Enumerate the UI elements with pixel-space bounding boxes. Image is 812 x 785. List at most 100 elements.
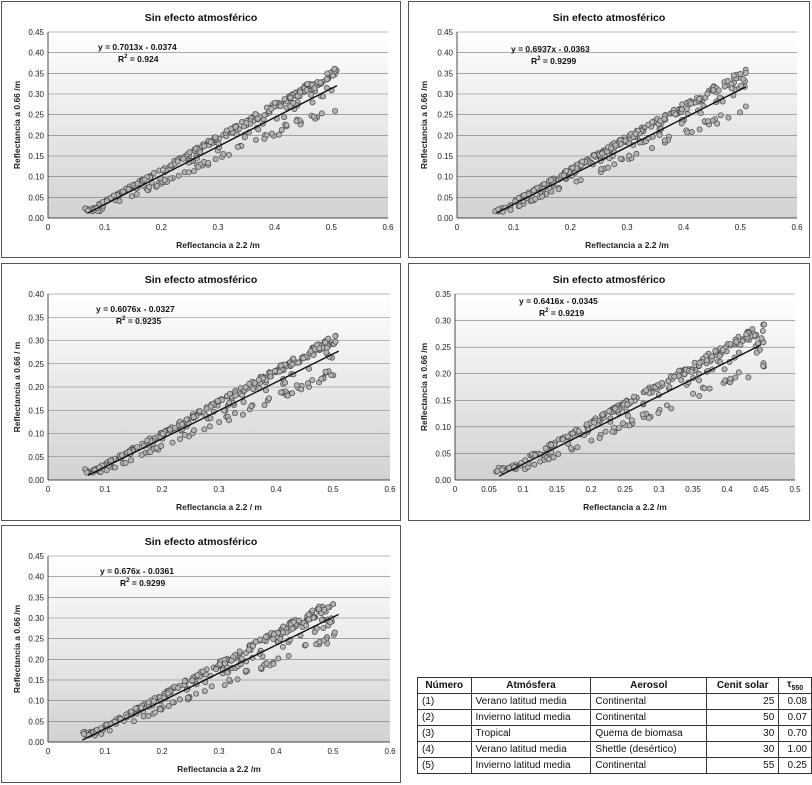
data-point: [710, 87, 717, 94]
x-tick-label: 0.6: [791, 223, 803, 232]
x-tick-label: 0: [46, 223, 51, 232]
x-tick-label: 0.5: [327, 485, 339, 494]
data-point: [753, 349, 760, 356]
data-point: [575, 428, 582, 435]
data-point: [169, 439, 176, 446]
data-point: [717, 112, 724, 119]
x-tick-label: 0.35: [685, 485, 701, 494]
data-point: [128, 193, 135, 200]
cell-cenit: 30: [706, 741, 780, 758]
x-tick-label: 0.1: [508, 223, 520, 232]
data-point: [268, 130, 275, 137]
data-point: [309, 99, 316, 106]
x-axis-label: Reflectancia a 2.2 /m: [585, 240, 669, 250]
data-point: [81, 731, 87, 738]
data-point: [315, 605, 322, 612]
data-point: [300, 355, 307, 362]
data-point: [145, 713, 152, 719]
data-point: [238, 655, 245, 662]
data-point: [226, 390, 233, 397]
data-point: [282, 379, 289, 386]
data-point: [628, 417, 635, 424]
data-point: [733, 338, 740, 345]
table-row: (4) Verano latitud media Shettle (desért…: [417, 741, 812, 758]
data-point: [311, 85, 318, 92]
chart-panel-5: Sin efecto atmosférico 0.00 0.05 0.10 0.15 0.…: [1, 525, 401, 783]
data-point: [134, 180, 141, 187]
data-point: [633, 150, 640, 157]
x-tick-label: 0.1: [517, 485, 529, 494]
data-point: [539, 193, 546, 200]
data-point: [232, 123, 239, 130]
data-point: [661, 115, 668, 122]
x-tick-label: 0.3: [213, 747, 225, 756]
chart-svg-2: Sin efecto atmosférico0.000.050.100.150.…: [419, 12, 803, 250]
data-point: [242, 384, 249, 391]
data-point: [725, 114, 732, 121]
r-squared-label: R2 = 0.9299: [120, 578, 165, 588]
x-tick-label: 0.5: [327, 747, 339, 756]
y-tick-label: 0.40: [28, 573, 44, 582]
r-squared-symbol: R: [120, 578, 126, 588]
x-tick-label: 0.2: [156, 223, 168, 232]
data-point: [83, 469, 90, 476]
x-tick-label: 0.5: [735, 223, 747, 232]
data-point: [276, 131, 282, 138]
y-tick-label: 0.30: [435, 317, 451, 326]
data-point: [626, 152, 633, 159]
data-point: [277, 103, 284, 110]
cell-tau: 0.08: [778, 693, 812, 710]
data-point: [297, 89, 304, 95]
data-point: [639, 411, 646, 418]
r-squared-value: = 0.9219: [548, 308, 584, 318]
data-point: [690, 390, 697, 397]
x-tick-label: 0.1: [99, 223, 111, 232]
chart-panel-1: Sin efecto atmosférico 0.00 0.05 0.10 0.15 0.…: [1, 1, 401, 258]
y-tick-label: 0.05: [28, 453, 44, 462]
data-point: [665, 378, 672, 385]
data-point: [737, 82, 744, 89]
data-point: [321, 606, 328, 613]
x-tick-label: 0.2: [156, 485, 168, 494]
data-point: [270, 631, 277, 638]
chart-title: Sin efecto atmosférico: [145, 274, 258, 286]
data-point: [110, 192, 117, 199]
data-point: [703, 357, 710, 364]
x-tick-label: 0.3: [653, 485, 665, 494]
data-point: [743, 331, 750, 338]
header-aerosol: Aerosol: [590, 677, 708, 694]
chart-panel-3: Sin efecto atmosférico 0.00 0.05 0.10 0.15 0.…: [1, 263, 401, 521]
r-squared-symbol: R: [531, 56, 537, 66]
data-point: [257, 636, 263, 643]
data-point: [276, 368, 283, 375]
data-point: [678, 106, 685, 113]
data-point: [280, 623, 287, 630]
scatter-points: [82, 332, 339, 476]
data-point: [742, 103, 749, 110]
data-point: [696, 393, 703, 399]
cell-tau: 0.70: [778, 725, 812, 742]
data-point: [541, 181, 548, 188]
y-tick-label: 0.35: [28, 593, 44, 602]
x-tick-label: 0.4: [721, 485, 733, 494]
y-tick-label: 0.15: [435, 396, 451, 405]
cell-cenit: 25: [706, 693, 780, 710]
x-tick-label: 0.4: [678, 223, 690, 232]
data-point: [231, 410, 238, 417]
data-point: [214, 398, 221, 405]
data-point: [727, 375, 734, 382]
data-point: [591, 152, 598, 159]
y-axis-label: Reflectancia a 0.66 /m: [419, 342, 429, 431]
y-tick-label: 0.00: [435, 476, 451, 485]
data-point: [548, 441, 555, 448]
y-tick-label: 0.15: [28, 406, 44, 415]
data-point: [120, 188, 127, 195]
data-point: [224, 669, 231, 676]
data-point: [130, 718, 137, 725]
data-point: [716, 352, 723, 359]
data-point: [596, 435, 603, 442]
data-point: [165, 703, 172, 709]
data-point: [270, 660, 277, 667]
y-tick-label: 0.25: [28, 360, 44, 369]
data-point: [191, 168, 198, 175]
